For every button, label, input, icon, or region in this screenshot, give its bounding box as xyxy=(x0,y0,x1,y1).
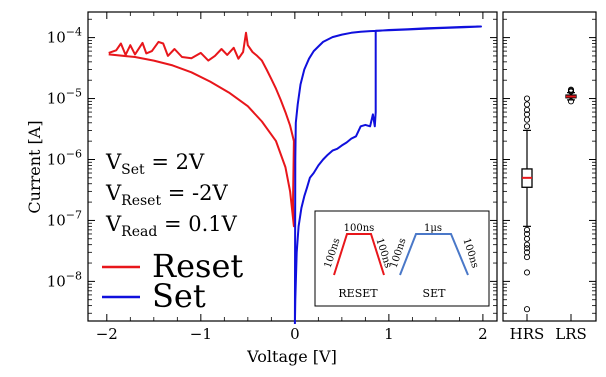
x-tick-label: −2 xyxy=(96,325,118,343)
box-category-label: HRS xyxy=(510,325,545,343)
ticks-layer: −2 −1 0 1 2 10−4 10−5 10−6 10−7 10−8 xyxy=(47,12,596,343)
box-outlier xyxy=(523,249,531,256)
set-top-label: 1μs xyxy=(424,223,442,234)
box-category-label: LRS xyxy=(555,325,587,343)
legend-label-set: Set xyxy=(152,277,206,315)
y-tick-label: 10−5 xyxy=(47,87,82,108)
y-tick-label: 10−4 xyxy=(47,26,82,47)
inset-frame xyxy=(314,210,490,307)
box-outlier xyxy=(523,241,531,248)
boxplot-frame xyxy=(502,11,597,322)
series-line-set xyxy=(293,25,482,325)
series-layer xyxy=(108,25,482,325)
pulse-inset: 100ns 100ns 100ns RESET 1μs 100ns 100ns … xyxy=(314,210,490,307)
x-axis-label: Voltage [V] xyxy=(246,347,337,366)
x-tick-label: −1 xyxy=(190,325,212,343)
box-outlier xyxy=(567,86,575,93)
series-line-reset xyxy=(108,31,295,228)
set-pulse-shape xyxy=(399,233,469,276)
x-tick-label: 1 xyxy=(384,325,394,343)
box-outlier xyxy=(523,269,531,276)
annotation-v-set: VSet = 2V xyxy=(105,150,205,178)
box-outlier xyxy=(523,245,531,252)
x-tick-label: 2 xyxy=(478,325,488,343)
y-tick-label: 10−7 xyxy=(47,208,82,229)
box-layer: HRS LRS xyxy=(510,86,587,343)
reset-pulse-shape xyxy=(333,233,385,276)
box-outlier xyxy=(523,123,531,130)
box-outlier xyxy=(523,111,531,118)
legend-label-reset: Reset xyxy=(152,247,243,285)
set-pulse-label: SET xyxy=(423,287,447,300)
box-outlier xyxy=(567,98,575,105)
box-outlier xyxy=(523,101,531,108)
y-tick-label: 10−8 xyxy=(47,269,82,290)
y-tick-label: 10−6 xyxy=(47,147,82,168)
box-outlier xyxy=(523,226,531,233)
box-outlier xyxy=(523,95,531,102)
x-tick-label: 0 xyxy=(290,325,300,343)
box-outlier xyxy=(523,306,531,313)
reset-top-label: 100ns xyxy=(344,223,375,234)
y-axis-label: Current [A] xyxy=(25,120,44,213)
box-outlier xyxy=(523,230,531,238)
annotation-v-read: VRead = 0.1V xyxy=(105,212,238,240)
annotation-v-reset: VReset = -2V xyxy=(105,181,228,209)
reset-pulse-label: RESET xyxy=(338,287,378,300)
legend: Reset Set xyxy=(102,247,243,315)
